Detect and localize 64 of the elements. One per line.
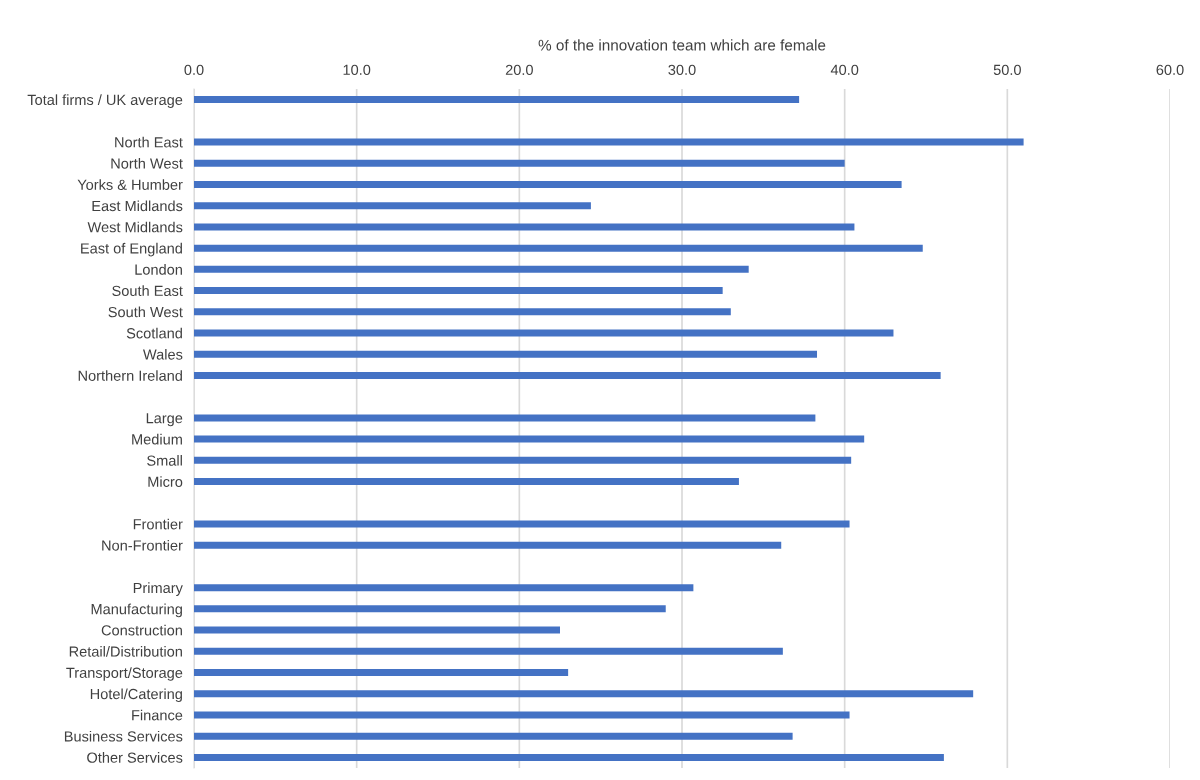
bar bbox=[194, 435, 865, 443]
y-tick-label: West Midlands bbox=[87, 221, 183, 233]
y-tick-label: Yorks & Humber bbox=[77, 179, 183, 190]
bar bbox=[194, 690, 974, 698]
bar bbox=[194, 287, 723, 295]
y-tick-label: Total firms / UK average bbox=[27, 94, 183, 108]
bar bbox=[194, 753, 944, 761]
x-axis-title: % of the innovation team which are female bbox=[538, 39, 826, 51]
y-tick-label: East of England bbox=[81, 242, 182, 257]
y-tick-label: Medium bbox=[132, 433, 182, 445]
bar bbox=[194, 96, 800, 104]
bar bbox=[194, 308, 731, 316]
bar bbox=[194, 541, 782, 549]
x-tick-label: 10.0 bbox=[343, 64, 371, 76]
bar bbox=[194, 414, 816, 422]
bar bbox=[194, 711, 850, 719]
x-tick-label: 50.0 bbox=[993, 64, 1021, 76]
bar bbox=[194, 350, 818, 358]
y-tick-label: Scotland bbox=[126, 327, 182, 339]
bar bbox=[194, 584, 694, 592]
bar bbox=[194, 180, 902, 188]
x-tick-label: 0.0 bbox=[184, 64, 204, 76]
y-tick-label: Non-Frontier bbox=[102, 539, 183, 551]
y-tick-label: Business Services bbox=[64, 730, 183, 742]
bar bbox=[194, 329, 894, 337]
bar bbox=[194, 265, 749, 273]
bar bbox=[194, 732, 793, 740]
bar bbox=[194, 371, 941, 379]
y-tick-label: Wales bbox=[142, 348, 183, 360]
bar bbox=[194, 520, 850, 528]
y-tick-label: South East bbox=[112, 285, 183, 297]
y-tick-label: Large bbox=[146, 413, 183, 427]
bar bbox=[194, 244, 923, 252]
x-tick-label: 40.0 bbox=[830, 64, 859, 76]
y-tick-label: Manufacturing bbox=[91, 603, 182, 618]
y-tick-label: Transport/Storage bbox=[66, 667, 183, 681]
bar bbox=[194, 202, 591, 210]
x-tick-label: 30.0 bbox=[668, 64, 696, 76]
y-tick-label: South West bbox=[108, 306, 183, 318]
y-tick-label: Finance bbox=[132, 709, 183, 721]
bar bbox=[194, 669, 569, 677]
bar bbox=[194, 626, 560, 634]
y-tick-label: East Midlands bbox=[92, 200, 183, 212]
y-tick-label: Hotel/Catering bbox=[90, 688, 182, 703]
y-tick-label: Other Services bbox=[87, 752, 183, 763]
y-tick-label: North East bbox=[115, 136, 183, 148]
y-tick-label: Northern Ireland bbox=[78, 370, 182, 381]
y-tick-label: Construction bbox=[101, 624, 182, 636]
bar bbox=[194, 478, 739, 486]
bar bbox=[194, 223, 855, 231]
bar bbox=[194, 456, 852, 464]
bar bbox=[194, 647, 783, 655]
y-tick-label: Frontier bbox=[133, 518, 183, 530]
y-tick-label: Primary bbox=[133, 582, 183, 596]
x-tick-label: 60.0 bbox=[1156, 64, 1184, 76]
bar bbox=[194, 159, 845, 167]
bar bbox=[194, 138, 1024, 146]
bar bbox=[194, 605, 666, 613]
y-tick-label: Retail/Distribution bbox=[69, 646, 182, 657]
y-tick-label: Small bbox=[147, 455, 182, 466]
y-tick-label: London bbox=[135, 264, 182, 275]
y-tick-label: Micro bbox=[148, 476, 183, 487]
x-tick-label: 20.0 bbox=[505, 64, 533, 76]
y-tick-label: North West bbox=[111, 157, 183, 169]
